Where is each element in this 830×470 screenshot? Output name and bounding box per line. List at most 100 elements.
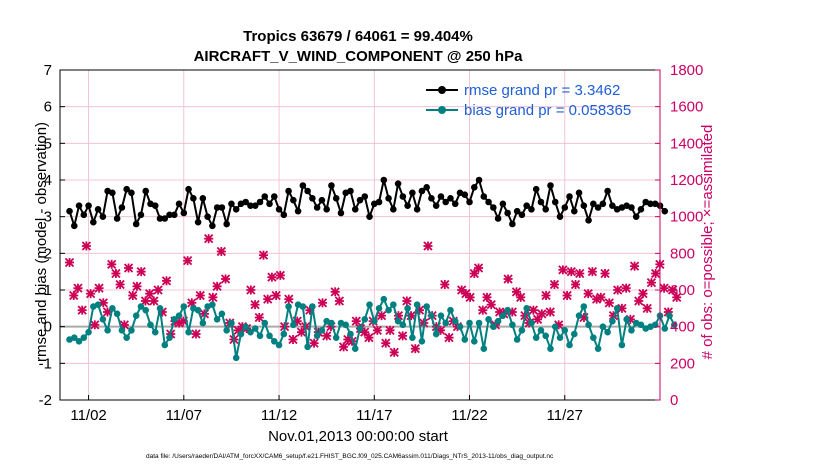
- rmse-point: [261, 193, 269, 200]
- grid: [60, 69, 660, 401]
- obs-point: [511, 287, 522, 297]
- obs-point: [317, 298, 328, 308]
- rmse-point: [70, 222, 78, 230]
- rmse-point: [518, 211, 526, 219]
- bias-point: [556, 334, 564, 341]
- bias-point: [142, 306, 150, 314]
- obs-point: [182, 256, 193, 266]
- obs-point: [672, 292, 682, 302]
- y-axis-label-left: rmse and bias (model - observation): [33, 122, 50, 362]
- bias-point: [199, 319, 207, 327]
- bias-point: [604, 328, 611, 336]
- rmse-point: [185, 185, 192, 193]
- bias-point: [209, 301, 216, 308]
- bias-point: [309, 303, 316, 310]
- bias-point: [613, 305, 621, 312]
- rmse-point: [585, 217, 592, 224]
- bias-point: [228, 319, 235, 327]
- rmse-point: [85, 202, 92, 209]
- rmse-point: [432, 202, 440, 209]
- obs-point: [136, 267, 146, 277]
- left-tick-label: -1: [39, 355, 52, 372]
- bias-point: [147, 321, 154, 329]
- rmse-point: [556, 213, 564, 220]
- obs-point: [322, 331, 332, 341]
- obs-point: [575, 268, 585, 279]
- obs-point: [263, 294, 273, 304]
- rmse-point: [299, 182, 307, 189]
- obs-point: [642, 303, 652, 313]
- obs-point: [161, 276, 172, 286]
- rmse-point: [156, 215, 164, 222]
- bias-point: [570, 330, 578, 338]
- bias-point: [332, 334, 340, 341]
- rmse-point: [218, 204, 226, 211]
- bias-point: [413, 301, 421, 308]
- rmse-point: [228, 200, 235, 208]
- left-tick-label: 5: [44, 135, 52, 152]
- obs-point: [516, 292, 526, 302]
- obs-point: [423, 241, 433, 251]
- rmse-point: [256, 198, 264, 206]
- rmse-point: [166, 211, 173, 219]
- bias-point: [523, 305, 530, 312]
- rmse-point: [609, 202, 616, 209]
- rmse-point: [347, 187, 354, 195]
- obs-point: [537, 309, 547, 319]
- rmse-point: [266, 200, 273, 208]
- obs-point: [376, 311, 387, 321]
- bias-point: [170, 316, 178, 323]
- bias-point: [299, 303, 307, 310]
- obs-point: [440, 279, 450, 290]
- rmse-point: [380, 176, 388, 184]
- bias-point: [351, 345, 359, 352]
- bias-point: [499, 312, 507, 319]
- rmse-point: [547, 182, 554, 189]
- obs-point: [204, 234, 214, 244]
- obs-point: [583, 289, 593, 299]
- bias-point: [423, 303, 430, 310]
- obs-point: [90, 320, 100, 330]
- rmse-point: [232, 206, 240, 213]
- rmse-point: [528, 206, 535, 213]
- bias-point: [394, 317, 402, 325]
- rmse-point: [132, 220, 140, 228]
- obs-point: [402, 296, 412, 306]
- bias-point: [361, 316, 369, 323]
- rmse-point: [551, 198, 559, 206]
- bias-point: [404, 305, 411, 312]
- obs-point: [667, 285, 678, 295]
- rmse-point: [137, 211, 145, 219]
- obs-point: [149, 296, 159, 306]
- bias-point: [518, 327, 526, 334]
- chart-subtitle: AIRCRAFT_V_WIND_COMPONENT @ 250 hPa: [194, 48, 524, 65]
- obs-point: [562, 290, 572, 301]
- rmse-point: [285, 187, 292, 195]
- obs-point: [364, 333, 374, 343]
- bias-point: [451, 317, 459, 325]
- rmse-point: [109, 189, 116, 197]
- bias-point: [113, 310, 121, 318]
- left-tick-label: 6: [44, 99, 52, 116]
- rmse-point: [561, 204, 569, 211]
- bias-point: [566, 341, 573, 349]
- bias-point: [599, 323, 607, 330]
- obs-point: [81, 241, 92, 251]
- bias-point: [232, 354, 240, 362]
- bias-point: [561, 327, 569, 334]
- left-axis: -2 -1 0 1 2 3 4 5 6 7: [39, 62, 65, 409]
- obs-point: [275, 270, 285, 280]
- obs-point: [309, 338, 319, 348]
- obs-point: [621, 283, 631, 293]
- obs-point: [338, 342, 349, 352]
- rmse-point: [190, 195, 197, 202]
- bias-point: [370, 317, 378, 325]
- rmse-point: [566, 193, 573, 200]
- rmse-point: [90, 218, 97, 226]
- legend: rmse grand pr = 3.3462 bias grand pr = 0…: [426, 82, 631, 119]
- obs-point: [216, 246, 226, 257]
- right-tick-label: 200: [670, 355, 695, 372]
- rmse-point: [570, 207, 578, 215]
- obs-point: [212, 281, 222, 291]
- obs-point: [85, 289, 96, 299]
